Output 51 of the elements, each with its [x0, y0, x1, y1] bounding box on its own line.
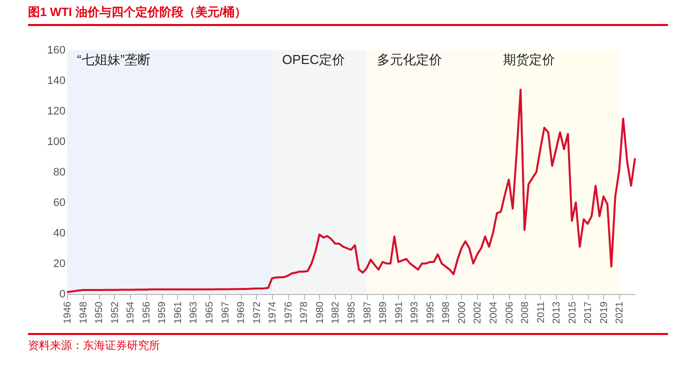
x-tick-label: 1950 [94, 301, 106, 324]
x-tick-label: 1982 [330, 301, 342, 324]
x-tick-label: 2021 [614, 301, 626, 324]
x-tick-label: 1963 [188, 301, 200, 324]
x-tick-label: 1976 [283, 301, 294, 324]
x-tick-label: 2008 [520, 301, 532, 324]
x-tick-label: 1998 [441, 301, 452, 324]
y-tick-label: 20 [53, 258, 66, 270]
x-tick-label: 2019 [598, 301, 610, 324]
chart-title: 图1 WTI 油价与四个定价阶段（美元/桶） [28, 4, 668, 26]
band-label: 多元化定价 [376, 52, 442, 67]
x-tick-label: 1980 [314, 301, 326, 324]
x-tick-label: 1969 [236, 301, 248, 324]
x-tick-label: 2000 [456, 301, 468, 324]
x-tick-label: 1956 [141, 301, 152, 324]
x-tick-label: 1989 [378, 301, 390, 324]
x-tick-label: 2006 [504, 301, 516, 324]
x-tick-label: 1967 [220, 301, 232, 324]
y-tick-label: 60 [53, 197, 66, 209]
x-tick-label: 1961 [172, 301, 184, 324]
y-tick-label: 0 [59, 288, 66, 300]
x-tick-label: 1993 [410, 301, 421, 324]
text: 资料来源：东海证券研究所 [28, 333, 668, 353]
band-label: 期货定价 [503, 52, 555, 67]
x-tick-label: 1974 [268, 301, 279, 324]
y-tick-label: 80 [53, 166, 66, 178]
x-tick-label: 2017 [583, 301, 594, 324]
y-tick-label: 140 [47, 75, 66, 87]
y-tick-label: 40 [53, 228, 66, 240]
band-label: OPEC定价 [282, 52, 345, 67]
x-tick-label: 1952 [110, 301, 121, 324]
x-tick-label: 1995 [425, 301, 436, 324]
x-tick-label: 1948 [78, 301, 90, 324]
x-tick-label: 1985 [346, 301, 358, 324]
y-tick-label: 100 [47, 136, 66, 148]
y-tick-label: 120 [47, 106, 66, 118]
y-tick-label: 160 [47, 44, 66, 56]
x-tick-label: 2004 [488, 301, 500, 324]
x-tick-label: 2002 [472, 301, 484, 324]
x-tick-label: 1972 [252, 301, 263, 324]
x-tick-label: 1987 [362, 301, 374, 324]
band-label: “七姐妹”垄断 [77, 52, 151, 67]
x-tick-label: 2013 [552, 301, 563, 324]
x-tick-label: 1946 [62, 301, 74, 324]
x-tick-label: 1959 [157, 301, 168, 324]
x-tick-label: 1965 [204, 301, 216, 324]
x-tick-label: 2011 [536, 301, 547, 324]
x-tick-label: 2015 [567, 301, 578, 324]
x-tick-label: 1954 [126, 301, 137, 324]
x-tick-label: 1978 [299, 301, 310, 324]
x-tick-label: 1991 [394, 301, 405, 324]
